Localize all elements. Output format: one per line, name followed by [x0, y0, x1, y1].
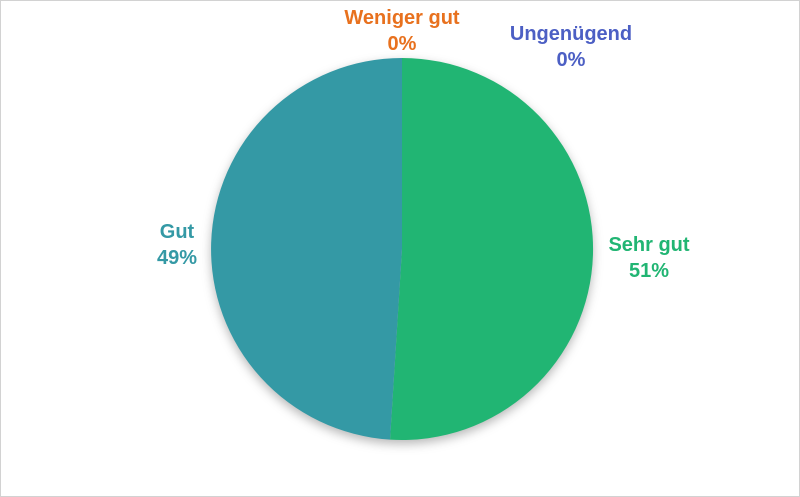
- label-percent: 0%: [556, 49, 586, 71]
- label-category: Sehr gut: [608, 234, 690, 256]
- data-label-ungenuegend: Ungenügend 0%: [510, 21, 632, 73]
- label-percent: 0%: [387, 33, 417, 55]
- data-label-sehr-gut: Sehr gut 51%: [608, 232, 689, 284]
- pie-slice-gut[interactable]: [211, 58, 402, 440]
- data-label-weniger-gut: Weniger gut 0%: [344, 5, 459, 57]
- label-category: Weniger gut: [344, 7, 460, 29]
- label-percent: 49%: [156, 247, 198, 269]
- pie-slice-sehr-gut[interactable]: [390, 57, 594, 440]
- label-percent: 51%: [628, 260, 670, 282]
- data-label-gut: Gut 49%: [157, 219, 197, 271]
- label-category: Ungenügend: [509, 23, 633, 45]
- label-category: Gut: [159, 221, 195, 243]
